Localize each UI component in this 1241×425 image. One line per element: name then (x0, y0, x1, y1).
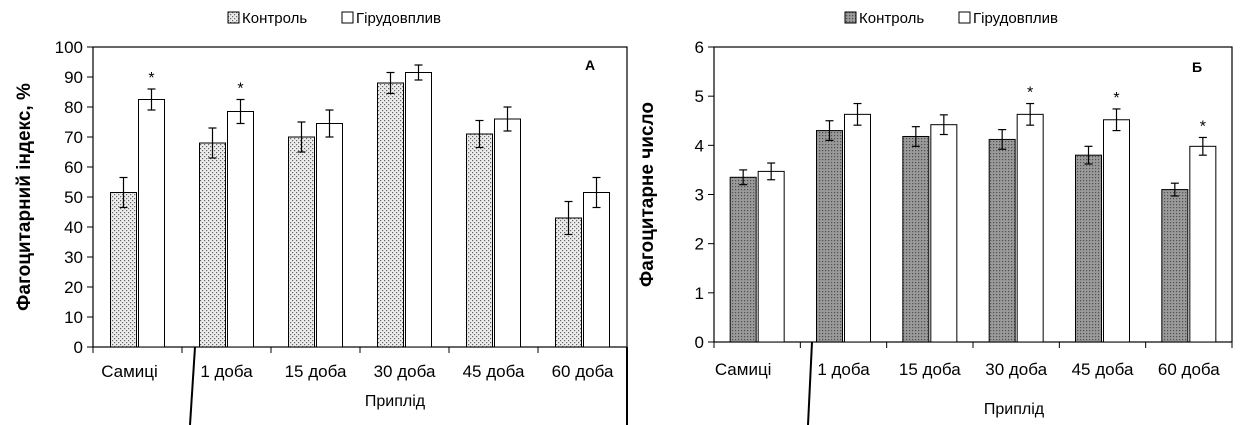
x-category-label: 60 доба (1158, 360, 1220, 379)
bar-hirudo-a-5 (584, 193, 610, 348)
bar-hirudo-a-4 (495, 119, 521, 347)
y-tick-label: 6 (695, 38, 704, 57)
x-axis-title: Приплід (365, 393, 426, 410)
bar-control-a-5 (556, 218, 582, 347)
legend-label: Гірудовплив (973, 10, 1058, 27)
group-divider (808, 342, 812, 425)
y-tick-label: 90 (64, 68, 83, 87)
x-category-label: Самиці (715, 360, 772, 379)
bar-hirudo-b-5 (1190, 146, 1216, 342)
y-tick-label: 0 (695, 333, 704, 352)
y-tick-label: 3 (695, 186, 704, 205)
x-axis-title: Приплід (984, 401, 1045, 418)
legend-label: Контроль (859, 10, 924, 27)
legend-label: Гірудовплив (356, 10, 441, 27)
bar-hirudo-b-1 (845, 114, 871, 342)
y-tick-label: 100 (55, 38, 83, 57)
legend-swatch-hirudo (959, 12, 970, 23)
y-tick-label: 4 (695, 136, 704, 155)
bar-control-b-5 (1162, 190, 1188, 342)
plot-frame-a (93, 47, 627, 347)
x-category-label: 15 доба (899, 360, 961, 379)
legend-swatch-control (845, 12, 856, 23)
panel-label: Б (1192, 59, 1202, 75)
y-axis-title: Фагоцитарний індекс, % (14, 83, 35, 311)
x-category-label: 45 доба (1072, 360, 1134, 379)
significance-star: * (148, 70, 154, 87)
y-tick-label: 20 (64, 278, 83, 297)
legend-label: Контроль (242, 10, 307, 27)
bar-control-a-2 (289, 137, 315, 347)
bar-control-b-2 (903, 136, 929, 342)
bar-control-b-3 (989, 139, 1015, 342)
significance-star: * (237, 81, 243, 98)
panel-label: А (585, 57, 595, 73)
bar-control-b-4 (1076, 155, 1102, 342)
y-tick-label: 50 (64, 188, 83, 207)
x-category-label: 1 доба (817, 360, 870, 379)
y-tick-label: 30 (64, 248, 83, 267)
bar-hirudo-a-2 (317, 124, 343, 348)
significance-star: * (1200, 118, 1206, 135)
x-category-label: 45 доба (463, 362, 525, 381)
y-tick-label: 10 (64, 308, 83, 327)
y-tick-label: 80 (64, 98, 83, 117)
x-category-label: 30 доба (374, 362, 436, 381)
y-tick-label: 60 (64, 158, 83, 177)
bar-hirudo-a-0 (139, 100, 165, 348)
y-tick-label: 2 (695, 235, 704, 254)
y-tick-label: 40 (64, 218, 83, 237)
bar-control-b-0 (730, 177, 756, 342)
bar-control-a-3 (378, 83, 404, 347)
bar-hirudo-b-0 (758, 171, 784, 342)
legend-swatch-hirudo (342, 12, 353, 23)
bar-hirudo-b-4 (1104, 120, 1130, 342)
group-divider (190, 347, 195, 425)
plot-frame-b (714, 47, 1232, 342)
y-tick-label: 1 (695, 284, 704, 303)
significance-star: * (1113, 90, 1119, 107)
y-tick-label: 70 (64, 128, 83, 147)
legend-swatch-control (228, 12, 239, 23)
significance-star: * (1027, 85, 1033, 102)
bar-control-a-1 (200, 143, 226, 347)
y-axis-title: Фагоцитарне число (637, 102, 658, 287)
y-tick-label: 5 (695, 87, 704, 106)
bar-control-b-1 (817, 131, 843, 342)
x-category-label: 60 доба (552, 362, 614, 381)
bar-control-a-0 (111, 193, 137, 348)
bar-hirudo-a-3 (406, 73, 432, 348)
bar-hirudo-a-1 (228, 112, 254, 348)
bar-hirudo-b-3 (1017, 114, 1043, 342)
x-category-label: 30 доба (985, 360, 1047, 379)
x-category-label: 1 доба (200, 362, 253, 381)
bar-control-a-4 (467, 134, 493, 347)
x-category-label: Самиці (101, 362, 158, 381)
bar-hirudo-b-2 (931, 125, 957, 342)
y-tick-label: 0 (74, 338, 83, 357)
x-category-label: 15 доба (285, 362, 347, 381)
